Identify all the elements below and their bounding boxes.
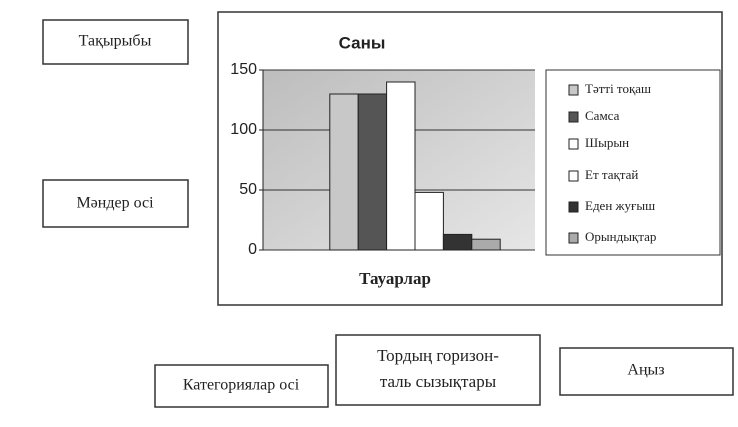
chart: 0 50 100 150 Тәтті тоқаш Самса Шырын Ет тақтай Е… bbox=[230, 61, 656, 258]
callout: таль сызықтары bbox=[380, 372, 497, 391]
bar bbox=[329, 93, 359, 251]
callout: Тордың горизон- bbox=[377, 346, 499, 365]
legend-swatch bbox=[568, 170, 579, 182]
bar bbox=[471, 238, 501, 251]
callout-box bbox=[559, 347, 734, 396]
callout-box bbox=[42, 179, 189, 228]
y-tick-label: 150 bbox=[230, 61, 257, 78]
x-axis-label: Тауарлар bbox=[359, 269, 431, 288]
callout: Категориялар осі bbox=[183, 377, 300, 394]
callout: Мәндер осі bbox=[76, 195, 154, 212]
y-tick-label: 0 bbox=[248, 241, 257, 258]
legend-swatch bbox=[568, 201, 579, 213]
bar bbox=[414, 191, 444, 251]
legend-swatch bbox=[568, 232, 579, 244]
legend-swatch bbox=[568, 111, 579, 123]
callout: Тақырыбы bbox=[79, 33, 152, 50]
chart-title: Саны bbox=[339, 33, 386, 52]
callout: Аңыз bbox=[627, 362, 664, 379]
legend-label: Тәтті тоқаш bbox=[585, 81, 651, 96]
legend-label: Шырын bbox=[585, 135, 629, 150]
legend-swatch bbox=[568, 84, 579, 96]
y-tick-label: 50 bbox=[239, 181, 257, 198]
legend-label: Орындықтар bbox=[585, 229, 656, 244]
y-tick-label: 100 bbox=[230, 121, 257, 138]
legend bbox=[545, 69, 721, 256]
bar bbox=[386, 81, 416, 251]
bar bbox=[442, 233, 473, 251]
legend-label: Еден жуғыш bbox=[585, 198, 655, 213]
callout-box bbox=[154, 364, 329, 408]
callout-box bbox=[42, 19, 189, 65]
callout-box bbox=[335, 334, 541, 406]
legend-label: Самса bbox=[585, 108, 620, 123]
legend-label: Ет тақтай bbox=[585, 167, 638, 182]
bar bbox=[357, 93, 388, 251]
legend-swatch bbox=[568, 138, 579, 150]
